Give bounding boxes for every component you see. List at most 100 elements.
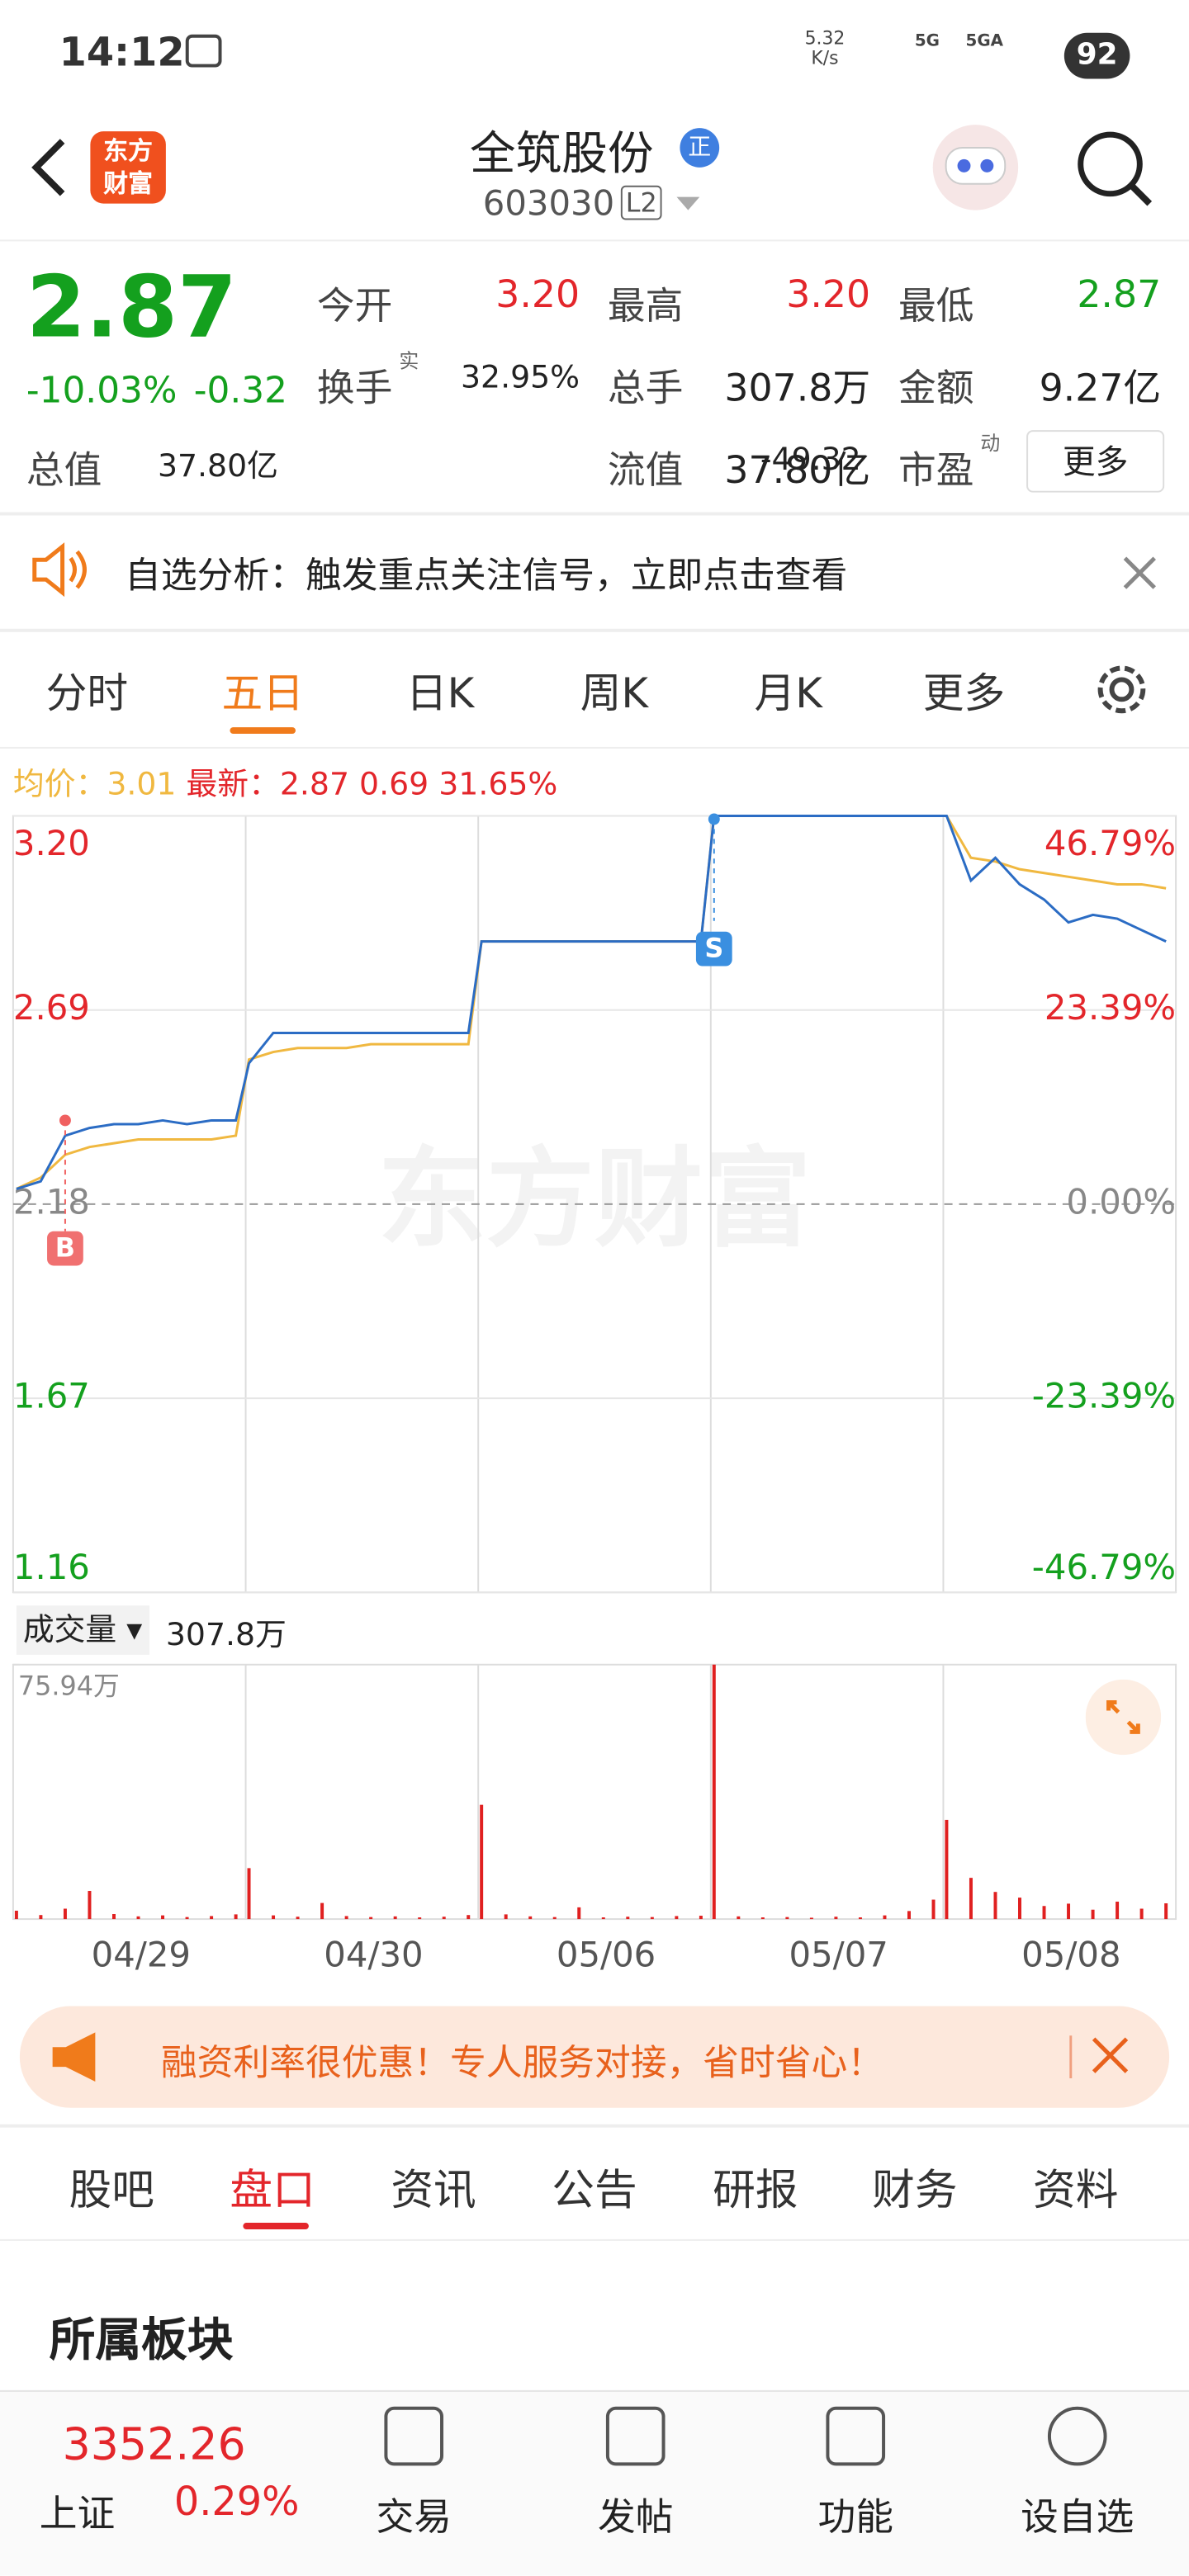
detail-tab[interactable]: 盘口 bbox=[230, 2167, 315, 2217]
stat-label: 金额 bbox=[898, 367, 974, 411]
volume-bar bbox=[393, 1916, 397, 1920]
nav-item[interactable]: 交易 bbox=[376, 2497, 452, 2540]
volume-bar bbox=[1139, 1908, 1144, 1920]
volume-bar bbox=[63, 1908, 67, 1920]
megaphone-icon bbox=[52, 2032, 96, 2082]
x-tick-label: 05/06 bbox=[557, 1934, 656, 1974]
nav-item[interactable]: 发帖 bbox=[597, 2497, 674, 2540]
volume-bar bbox=[858, 1917, 862, 1920]
level: L2 bbox=[620, 185, 662, 220]
detail-tab[interactable]: 股吧 bbox=[69, 2167, 154, 2217]
dropdown[interactable] bbox=[673, 194, 703, 214]
volume-bar bbox=[993, 1892, 997, 1920]
volume-bar bbox=[442, 1917, 446, 1920]
volume-bar bbox=[88, 1890, 92, 1920]
volume-bar bbox=[699, 1916, 703, 1920]
volume-bar bbox=[760, 1917, 765, 1920]
close-button[interactable] bbox=[1120, 553, 1159, 593]
screenshot-icon bbox=[185, 34, 222, 68]
divider bbox=[0, 2238, 1189, 2241]
stat-value: -49.32 bbox=[760, 442, 861, 478]
ad-banner[interactable] bbox=[19, 2006, 1170, 2108]
avg-label: 均价： bbox=[12, 766, 107, 803]
banner-close[interactable] bbox=[1068, 2032, 1134, 2082]
nav-item[interactable]: 设自选 bbox=[1021, 2497, 1135, 2540]
divider bbox=[0, 628, 1189, 632]
volume-bar bbox=[369, 1917, 373, 1920]
x-tick-label: 04/30 bbox=[324, 1934, 423, 1974]
y2-tick-label: 46.79% bbox=[1045, 823, 1176, 863]
stat-sup: 实 bbox=[399, 349, 419, 373]
detail-tab[interactable]: 公告 bbox=[552, 2167, 637, 2217]
chart-tab[interactable]: 月K bbox=[754, 669, 822, 718]
stat-value: 3.20 bbox=[786, 274, 871, 317]
banner-text[interactable]: 融资利率很优惠！专人服务对接，省时省心！ bbox=[160, 2044, 884, 2085]
volume-label: 成交量 bbox=[22, 1612, 117, 1648]
volume-bar bbox=[247, 1868, 251, 1920]
stat-value: 37.80亿 bbox=[157, 447, 278, 484]
back-button[interactable] bbox=[23, 135, 73, 201]
stat-value: 32.95% bbox=[460, 359, 580, 396]
more-button[interactable]: 更多 bbox=[1026, 430, 1165, 493]
volume-bar bbox=[344, 1916, 348, 1920]
detail-tab[interactable]: 资料 bbox=[1033, 2167, 1119, 2217]
y2-tick-label: -23.39% bbox=[1032, 1376, 1176, 1416]
tab-indicator bbox=[243, 2223, 309, 2229]
settings-button[interactable] bbox=[1091, 659, 1153, 721]
price: 2.87 bbox=[26, 259, 238, 358]
price-line bbox=[16, 815, 1167, 1190]
chart-tab[interactable]: 周K bbox=[580, 669, 649, 718]
detail-tab[interactable]: 财务 bbox=[872, 2167, 958, 2217]
assistant-avatar[interactable] bbox=[930, 121, 1021, 213]
speed: 5.32 bbox=[804, 27, 846, 50]
stock-name: 全筑股份 bbox=[469, 126, 654, 181]
search-button[interactable] bbox=[1074, 128, 1156, 210]
nav-icon[interactable] bbox=[826, 2406, 886, 2466]
nav-icon[interactable] bbox=[384, 2406, 444, 2466]
divider bbox=[0, 512, 1189, 516]
detail-tab[interactable]: 研报 bbox=[713, 2167, 798, 2217]
notice-text[interactable]: 自选分析：触发重点关注信号，立即点击查看 bbox=[125, 556, 848, 598]
volume-bar bbox=[809, 1917, 813, 1920]
nav-icon[interactable] bbox=[1047, 2406, 1107, 2466]
volume-bar bbox=[528, 1916, 533, 1920]
avg-value: 3.01 bbox=[107, 766, 177, 803]
volume-bar bbox=[712, 1664, 716, 1920]
legend-pct: 31.65% bbox=[438, 766, 558, 803]
volume-bar bbox=[296, 1917, 300, 1920]
signal-text: B bbox=[55, 1232, 75, 1264]
stat-value: 37.80亿 bbox=[724, 449, 871, 493]
stat-label: 最低 bbox=[898, 286, 974, 328]
stat-label: 市盈 bbox=[898, 449, 974, 493]
detail-tab[interactable]: 资讯 bbox=[391, 2167, 476, 2217]
signal-badge bbox=[47, 1231, 83, 1266]
price-line bbox=[16, 815, 1167, 1190]
chart-tab[interactable]: 更多 bbox=[922, 669, 1006, 718]
volume-bar bbox=[234, 1914, 238, 1920]
nav-item[interactable]: 功能 bbox=[817, 2497, 893, 2540]
divider bbox=[0, 2124, 1189, 2128]
expand-button[interactable] bbox=[1085, 1679, 1162, 1756]
stat-value: 2.87 bbox=[1077, 274, 1162, 317]
volume-bar bbox=[504, 1914, 508, 1920]
volume-bar bbox=[626, 1917, 630, 1920]
plot-frame bbox=[12, 1663, 1177, 1921]
volume-bar bbox=[111, 1913, 116, 1920]
nav-icon[interactable] bbox=[605, 2406, 666, 2466]
chart-tab[interactable]: 分时 bbox=[45, 669, 129, 718]
chart-tab[interactable]: 日K bbox=[405, 669, 475, 718]
volume-selector[interactable]: 成交量 ▾ bbox=[16, 1605, 149, 1655]
section-title: 所属板块 bbox=[49, 2313, 234, 2368]
tab-indicator bbox=[230, 727, 296, 735]
stat-sup: 动 bbox=[980, 432, 1001, 455]
volume-bar bbox=[945, 1819, 949, 1920]
volume-bar bbox=[1116, 1901, 1120, 1920]
volume-bar bbox=[210, 1916, 214, 1920]
stat-label: 流值 bbox=[607, 449, 684, 493]
chart-tab[interactable]: 五日 bbox=[221, 669, 304, 718]
volume-bar bbox=[577, 1907, 581, 1920]
index-value[interactable]: 3352.26 bbox=[62, 2419, 246, 2471]
net-type: 5GA bbox=[965, 32, 1004, 51]
volume-bar bbox=[785, 1917, 789, 1920]
